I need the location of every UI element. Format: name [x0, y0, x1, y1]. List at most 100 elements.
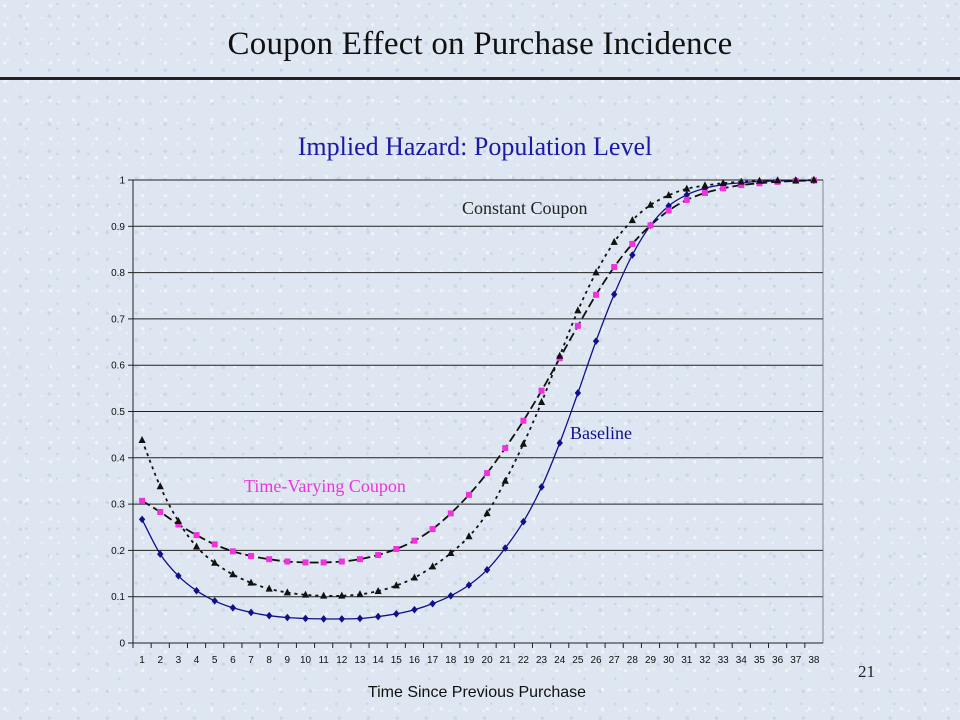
- data-point-baseline: [610, 290, 618, 299]
- x-axis-label: Time Since Previous Purchase: [368, 684, 586, 701]
- y-tick-label: 0.9: [111, 222, 125, 233]
- data-point-baseline: [211, 597, 218, 605]
- data-point-constant-coupon: [737, 177, 745, 185]
- data-point-time-varying-coupon: [139, 497, 146, 504]
- data-point-time-varying-coupon: [284, 558, 291, 565]
- data-point-constant-coupon: [429, 562, 437, 570]
- x-tick-label: 6: [230, 655, 236, 666]
- data-point-constant-coupon: [701, 181, 709, 189]
- data-point-time-varying-coupon: [520, 417, 527, 424]
- data-point-constant-coupon: [174, 517, 182, 525]
- slide-title: Coupon Effect on Purchase Incidence: [227, 26, 733, 62]
- data-point-baseline: [538, 483, 545, 491]
- time-varying-coupon-label: Time-Varying Coupon: [244, 476, 406, 496]
- data-point-time-varying-coupon: [683, 196, 690, 203]
- x-tick-label: 17: [427, 655, 439, 666]
- data-point-constant-coupon: [592, 268, 600, 276]
- data-point-constant-coupon: [646, 200, 655, 208]
- data-point-baseline: [574, 389, 582, 397]
- data-point-time-varying-coupon: [375, 552, 382, 559]
- data-point-baseline: [338, 615, 346, 623]
- x-tick-label: 15: [391, 655, 403, 666]
- title-divider: [0, 77, 960, 80]
- x-tick-label: 28: [627, 655, 639, 666]
- data-point-baseline: [683, 191, 691, 199]
- data-point-constant-coupon: [410, 573, 419, 581]
- data-point-constant-coupon: [247, 578, 255, 586]
- data-point-constant-coupon: [683, 184, 691, 192]
- data-point-constant-coupon: [501, 476, 509, 484]
- x-tick-label: 30: [663, 655, 675, 666]
- data-point-baseline: [193, 586, 200, 595]
- data-point-constant-coupon: [810, 175, 818, 183]
- data-point-constant-coupon: [465, 532, 473, 540]
- data-point-baseline: [320, 615, 327, 623]
- data-point-baseline: [665, 202, 672, 210]
- data-point-constant-coupon: [628, 216, 636, 224]
- data-point-time-varying-coupon: [356, 556, 363, 563]
- data-point-time-varying-coupon: [538, 387, 545, 394]
- chart-title: Implied Hazard: Population Level: [298, 132, 653, 161]
- x-tick-label: 14: [373, 655, 385, 666]
- data-point-time-varying-coupon: [665, 207, 672, 214]
- data-point-time-varying-coupon: [411, 537, 418, 544]
- data-point-baseline: [393, 610, 400, 618]
- data-point-constant-coupon: [283, 588, 291, 596]
- data-point-constant-coupon: [755, 176, 764, 184]
- data-point-constant-coupon: [774, 176, 782, 184]
- data-point-time-varying-coupon: [320, 559, 327, 566]
- data-point-constant-coupon: [719, 179, 727, 187]
- x-tick-label: 32: [699, 655, 711, 666]
- data-point-baseline: [429, 599, 436, 608]
- y-tick-label: 0.6: [111, 361, 125, 372]
- data-point-baseline: [592, 337, 600, 345]
- x-tick-label: 20: [482, 655, 494, 666]
- data-point-baseline: [502, 544, 509, 552]
- x-tick-label: 2: [157, 655, 163, 666]
- data-point-baseline: [138, 515, 146, 524]
- data-point-constant-coupon: [211, 558, 219, 566]
- x-tick-label: 5: [212, 655, 218, 666]
- data-point-constant-coupon: [138, 436, 146, 444]
- y-tick-label: 0.5: [111, 407, 125, 418]
- data-point-constant-coupon: [229, 570, 237, 578]
- data-point-time-varying-coupon: [611, 264, 618, 271]
- data-point-baseline: [520, 517, 527, 526]
- x-tick-label: 37: [790, 655, 802, 666]
- data-point-constant-coupon: [374, 586, 382, 594]
- data-point-constant-coupon: [156, 482, 164, 490]
- data-point-baseline: [447, 591, 454, 600]
- data-point-time-varying-coupon: [647, 222, 654, 229]
- x-tick-label: 18: [445, 655, 457, 666]
- x-tick-label: 29: [645, 655, 657, 666]
- data-point-baseline: [265, 611, 273, 620]
- data-point-baseline: [356, 614, 364, 623]
- x-tick-label: 23: [536, 655, 548, 666]
- data-point-constant-coupon: [301, 590, 310, 598]
- data-point-baseline: [284, 613, 291, 622]
- data-point-time-varying-coupon: [248, 552, 255, 559]
- data-point-time-varying-coupon: [266, 556, 273, 563]
- data-point-time-varying-coupon: [465, 491, 472, 498]
- data-point-constant-coupon: [483, 509, 491, 517]
- x-tick-label: 4: [194, 655, 200, 666]
- x-tick-label: 27: [609, 655, 621, 666]
- data-point-baseline: [157, 550, 164, 558]
- gridlines: [133, 179, 823, 598]
- x-tick-label: 33: [718, 655, 730, 666]
- data-point-time-varying-coupon: [502, 445, 509, 452]
- data-point-time-varying-coupon: [157, 508, 164, 515]
- series-line-constant-coupon: [141, 179, 814, 597]
- marker-layer: [138, 175, 818, 623]
- x-tick-label: 21: [500, 655, 512, 666]
- data-point-baseline: [175, 572, 182, 580]
- series-line-time-varying-coupon: [141, 179, 814, 564]
- data-point-constant-coupon: [665, 191, 673, 199]
- x-tick-label: 38: [808, 655, 820, 666]
- series-layer: [141, 179, 814, 620]
- data-point-time-varying-coupon: [393, 546, 400, 553]
- x-tick-label: 7: [248, 655, 254, 666]
- data-point-constant-coupon: [192, 542, 201, 550]
- data-point-time-varying-coupon: [738, 182, 745, 189]
